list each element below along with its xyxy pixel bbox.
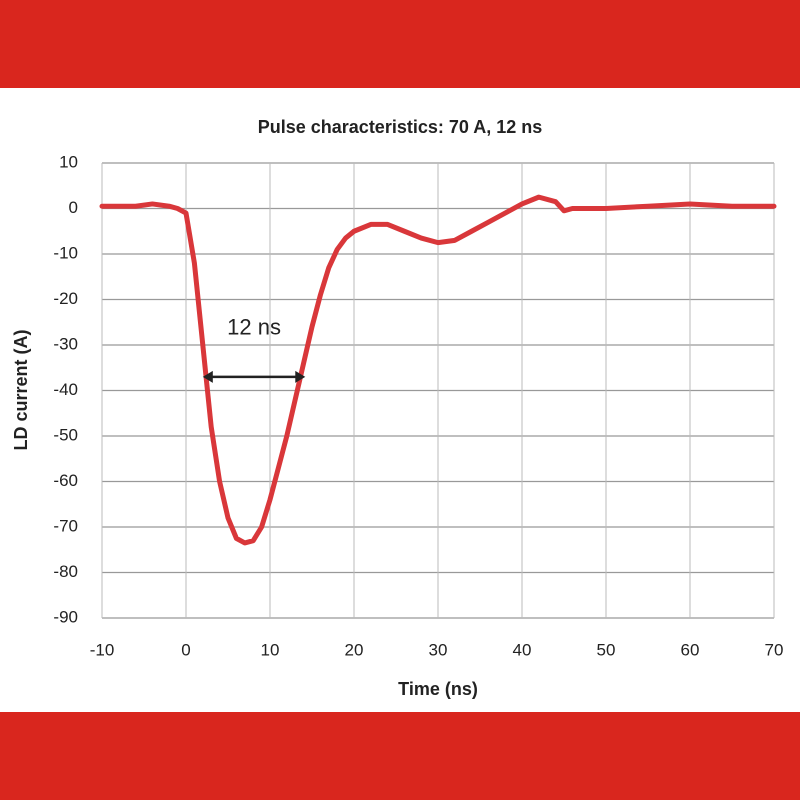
annotation-label: 12 ns <box>227 315 281 340</box>
x-tick-label: 0 <box>181 640 190 659</box>
x-tick-label: 60 <box>681 640 700 659</box>
x-tick-label: 30 <box>429 640 448 659</box>
arrow-head <box>295 370 306 383</box>
x-tick-label: 20 <box>345 640 364 659</box>
y-axis-label: LD current (A) <box>11 329 31 450</box>
arrow-head <box>202 370 213 383</box>
data-line <box>99 194 777 546</box>
y-tick-label: -40 <box>53 380 78 399</box>
x-axis-label: Time (ns) <box>398 679 478 699</box>
x-tick-label: 40 <box>513 640 532 659</box>
x-tick-label: 10 <box>261 640 280 659</box>
x-tick-label: -10 <box>90 640 115 659</box>
y-tick-label: -60 <box>53 471 78 490</box>
x-tick-label: 50 <box>597 640 616 659</box>
x-tick-label: 70 <box>765 640 784 659</box>
y-tick-label: -70 <box>53 516 78 535</box>
y-tick-label: -80 <box>53 562 78 581</box>
y-tick-label: -10 <box>53 243 78 262</box>
y-tick-label: 10 <box>59 152 78 171</box>
bottom-band <box>0 712 800 800</box>
y-tick-label: -50 <box>53 425 78 444</box>
y-tick-label: 0 <box>69 198 78 217</box>
y-tick-label: -90 <box>53 607 78 626</box>
y-tick-label: -30 <box>53 334 78 353</box>
y-tick-label: -20 <box>53 289 78 308</box>
chart-title: Pulse characteristics: 70 A, 12 ns <box>258 117 542 137</box>
top-band <box>0 0 800 88</box>
